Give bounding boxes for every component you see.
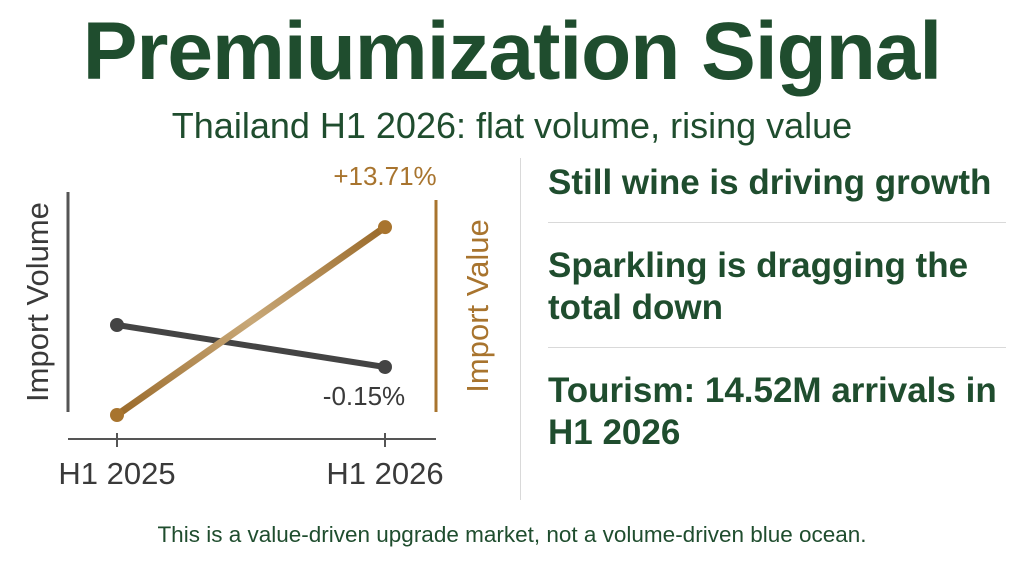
slope-chart: Import Volume Import Value H1 2025 H1 20… [0,150,510,510]
key-point-still-wine: Still wine is driving growth [548,163,992,202]
footer-conclusion: This is a value-driven upgrade market, n… [157,522,867,547]
import-value-line [113,223,389,419]
left-axis-label: Import Volume [20,202,55,402]
volume-change-label: -0.15% [323,381,405,411]
x-label-h1-2026: H1 2026 [326,456,443,491]
key-point-divider [548,222,1006,223]
series-import-volume [110,318,392,374]
page-subtitle: Thailand H1 2026: flat volume, rising va… [171,105,853,146]
column-divider [520,158,521,500]
key-point-sparkling: Sparkling is dragging the total down [548,246,969,327]
import-volume-point-h1-2026 [378,360,392,374]
value-change-label: +13.71% [333,161,436,191]
key-points-list: Still wine is driving growth Sparkling i… [548,158,1008,472]
import-value-point-h1-2026 [378,220,392,235]
import-volume-line [114,322,388,370]
import-volume-point-h1-2025 [110,318,124,332]
import-value-point-h1-2025 [110,408,124,422]
right-axis-label: Import Value [460,219,495,392]
page-title: Premiumization Signal [82,6,942,97]
series-import-value [110,220,392,422]
x-label-h1-2025: H1 2025 [58,456,175,491]
slope-chart-svg: Import Volume Import Value H1 2025 H1 20… [20,161,495,491]
key-point-tourism: Tourism: 14.52M arrivals in H1 2026 [548,371,997,452]
key-point-divider [548,347,1006,348]
